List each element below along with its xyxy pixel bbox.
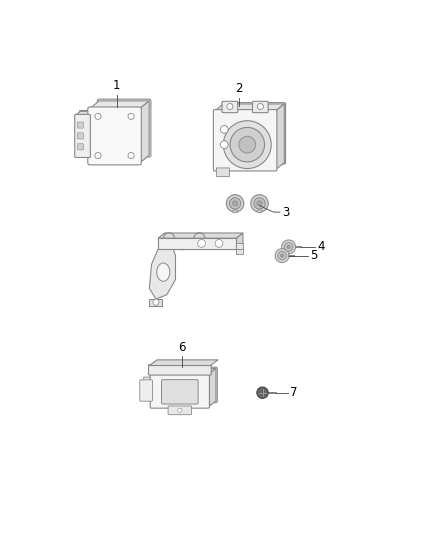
FancyBboxPatch shape	[150, 373, 209, 408]
FancyBboxPatch shape	[168, 406, 191, 415]
Circle shape	[230, 198, 241, 209]
Circle shape	[257, 103, 263, 110]
Circle shape	[128, 114, 134, 119]
Ellipse shape	[233, 209, 238, 213]
FancyBboxPatch shape	[162, 379, 198, 404]
Circle shape	[220, 141, 228, 149]
Polygon shape	[140, 101, 149, 163]
Text: 4: 4	[317, 240, 325, 253]
Circle shape	[257, 201, 262, 206]
FancyBboxPatch shape	[80, 110, 95, 154]
Polygon shape	[149, 360, 218, 366]
FancyBboxPatch shape	[78, 144, 83, 150]
Text: 1: 1	[113, 79, 120, 92]
FancyBboxPatch shape	[140, 380, 152, 401]
Circle shape	[257, 387, 268, 398]
Circle shape	[128, 152, 134, 158]
Circle shape	[280, 254, 284, 257]
Circle shape	[226, 195, 244, 212]
Circle shape	[284, 243, 293, 251]
FancyBboxPatch shape	[88, 107, 141, 165]
FancyBboxPatch shape	[148, 365, 211, 375]
FancyBboxPatch shape	[97, 99, 151, 157]
Text: 5: 5	[311, 249, 318, 262]
FancyBboxPatch shape	[78, 133, 83, 139]
Text: 6: 6	[178, 341, 186, 353]
Polygon shape	[215, 104, 284, 111]
Ellipse shape	[157, 263, 170, 281]
Polygon shape	[89, 101, 149, 109]
FancyBboxPatch shape	[158, 367, 217, 402]
Circle shape	[223, 120, 271, 168]
FancyBboxPatch shape	[213, 110, 277, 171]
Polygon shape	[158, 233, 243, 238]
FancyBboxPatch shape	[222, 101, 238, 112]
Circle shape	[220, 125, 228, 133]
FancyBboxPatch shape	[144, 377, 156, 398]
Circle shape	[230, 127, 265, 162]
Polygon shape	[276, 104, 284, 169]
Circle shape	[239, 136, 256, 153]
Circle shape	[153, 299, 159, 305]
Circle shape	[278, 251, 286, 260]
Polygon shape	[152, 368, 216, 374]
Circle shape	[233, 201, 238, 206]
FancyBboxPatch shape	[216, 168, 230, 176]
Circle shape	[254, 198, 265, 209]
Circle shape	[275, 249, 289, 263]
Text: 7: 7	[290, 386, 297, 399]
Polygon shape	[237, 233, 243, 249]
Circle shape	[282, 240, 296, 254]
Circle shape	[251, 195, 268, 212]
FancyBboxPatch shape	[253, 101, 268, 112]
Text: 2: 2	[235, 83, 242, 95]
FancyBboxPatch shape	[222, 103, 286, 164]
Polygon shape	[158, 238, 237, 249]
Ellipse shape	[257, 209, 262, 213]
Polygon shape	[237, 249, 243, 254]
Polygon shape	[76, 111, 94, 115]
Circle shape	[95, 152, 101, 158]
Polygon shape	[149, 299, 162, 305]
Polygon shape	[149, 249, 176, 299]
Circle shape	[287, 245, 290, 249]
Polygon shape	[208, 368, 216, 407]
Polygon shape	[237, 244, 243, 249]
Text: 3: 3	[282, 206, 290, 219]
Circle shape	[198, 239, 205, 247]
Circle shape	[95, 114, 101, 119]
Polygon shape	[158, 238, 237, 249]
Circle shape	[227, 103, 233, 110]
Circle shape	[215, 239, 223, 247]
FancyBboxPatch shape	[75, 115, 90, 157]
FancyBboxPatch shape	[78, 122, 83, 128]
Circle shape	[178, 408, 182, 413]
